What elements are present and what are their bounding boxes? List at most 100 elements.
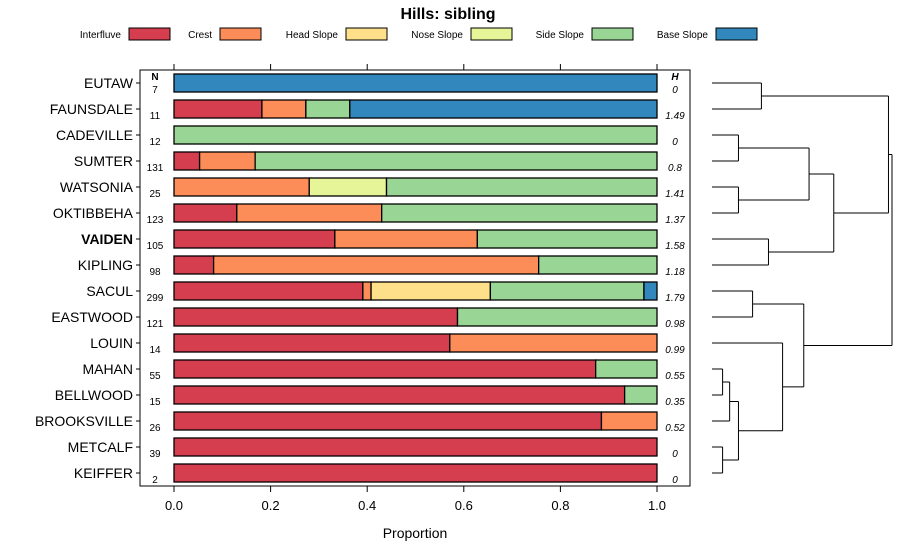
h-value-louin: 0.99 [665,345,685,356]
n-value-mahan: 55 [149,371,161,382]
x-tick-label: 1.0 [648,498,666,513]
h-value-brooksville: 0.52 [665,423,685,434]
x-tick-label: 0.4 [358,498,376,513]
legend-swatch-interfluve [128,27,171,41]
x-axis-title: Proportion [383,525,448,541]
n-value-eastwood: 121 [147,319,164,330]
legend-swatch-side-slope [591,27,634,41]
h-value-cadeville: 0 [672,137,678,148]
bar-segment-mahan-side-slope [595,359,658,379]
legend: Interfluve Crest Head Slope Nose Slope Side … [80,27,758,41]
bar-segment-louin-interfluve [173,333,451,353]
bar-segment-vaiden-crest [334,229,478,249]
bar-segment-sacul-crest [362,281,372,301]
bar-segment-oktibbeha-interfluve [173,203,238,223]
bar-segment-oktibbeha-crest [236,203,383,223]
bar-segment-brooksville-crest [600,411,658,431]
bar-segment-faunsdale-base-slope [349,99,658,119]
n-value-sacul: 299 [147,293,164,304]
h-value-kipling: 1.18 [665,267,685,278]
legend-label-crest: Crest [188,30,212,41]
bar-segment-mahan-interfluve [173,359,597,379]
dendrogram [712,82,893,474]
row-label-eutaw: EUTAW [84,75,134,91]
bar-segment-sacul-head-slope [370,281,492,301]
bar-segment-brooksville-interfluve [173,411,603,431]
h-value-oktibbeha: 1.37 [665,215,685,226]
chart-title: Hills: sibling [400,6,495,23]
bar-segment-bellwood-interfluve [173,385,626,405]
bar-segment-keiffer-interfluve [173,463,658,483]
bar-segment-faunsdale-side-slope [305,99,351,119]
bar-segment-faunsdale-interfluve [173,99,263,119]
n-value-oktibbeha: 123 [147,215,164,226]
n-value-faunsdale: 11 [150,111,161,122]
n-value-cadeville: 12 [149,137,161,148]
row-label-vaiden: VAIDEN [81,231,133,247]
h-column-header: H [671,72,679,83]
bar-segment-louin-crest [449,333,658,353]
bar-segment-eutaw-base-slope [173,73,658,93]
row-label-bellwood: BELLWOOD [55,387,133,403]
n-value-vaiden: 105 [147,241,164,252]
h-value-vaiden: 1.58 [665,241,685,252]
bar-segment-vaiden-side-slope [476,229,658,249]
row-label-louin: LOUIN [90,335,133,351]
n-value-metcalf: 39 [149,449,161,460]
bar-segment-sumter-crest [198,151,256,171]
x-tick-label: 0.6 [455,498,473,513]
h-value-metcalf: 0 [672,449,678,460]
n-value-eutaw: 7 [152,85,158,96]
legend-label-base-slope: Base Slope [657,30,709,41]
h-value-eutaw: 0 [672,85,678,96]
x-tick-label: 0.0 [165,498,183,513]
bar-segment-watsonia-nose-slope [308,177,388,197]
h-value-keiffer: 0 [672,475,678,486]
legend-label-interfluve: Interfluve [80,30,122,41]
bar-segment-sacul-side-slope [489,281,645,301]
n-column-header: N [151,72,158,83]
bar-segment-oktibbeha-side-slope [381,203,658,223]
bar-segment-watsonia-crest [173,177,310,197]
bar-segment-watsonia-side-slope [385,177,658,197]
row-label-brooksville: BROOKSVILLE [35,413,133,429]
bar-segment-metcalf-interfluve [173,437,658,457]
legend-swatch-base-slope [715,27,758,41]
bar-segment-sacul-base-slope [643,281,658,301]
n-value-brooksville: 26 [149,423,161,434]
bar-segment-eastwood-interfluve [173,307,459,327]
bar-segment-faunsdale-crest [261,99,307,119]
bar-segment-kipling-crest [212,255,540,275]
row-label-keiffer: KEIFFER [74,465,133,481]
row-label-eastwood: EASTWOOD [51,309,133,325]
row-label-faunsdale: FAUNSDALE [50,101,133,117]
n-value-louin: 14 [149,345,161,356]
row-label-oktibbeha: OKTIBBEHA [53,205,134,221]
h-value-watsonia: 1.41 [665,189,684,200]
bar-segment-kipling-side-slope [538,255,658,275]
bar-segment-eastwood-side-slope [456,307,658,327]
row-label-sacul: SACUL [86,283,133,299]
legend-label-nose-slope: Nose Slope [411,30,463,41]
bar-segment-cadeville-side-slope [173,125,658,145]
row-label-sumter: SUMTER [74,153,133,169]
legend-swatch-head-slope [345,27,388,41]
n-value-keiffer: 2 [152,475,158,486]
x-tick-label: 0.8 [551,498,569,513]
plot-panel: 0.0 0.2 0.4 0.6 0.8 1.0 N H EUTAW 7 0 FAUNSDALE 11 1.… [35,64,691,513]
bar-segment-kipling-interfluve [173,255,215,275]
h-value-mahan: 0.55 [665,371,685,382]
legend-swatch-nose-slope [470,27,513,41]
row-label-metcalf: METCALF [68,439,133,455]
bar-segment-vaiden-interfluve [173,229,336,249]
bar-segment-bellwood-side-slope [623,385,658,405]
n-value-kipling: 98 [149,267,161,278]
h-value-faunsdale: 1.49 [665,111,685,122]
bar-segment-sumter-interfluve [173,151,201,171]
row-label-cadeville: CADEVILLE [56,127,133,143]
h-value-eastwood: 0.98 [665,319,685,330]
row-label-kipling: KIPLING [78,257,133,273]
n-value-bellwood: 15 [149,397,161,408]
x-tick-label: 0.2 [262,498,280,513]
row-label-mahan: MAHAN [82,361,133,377]
